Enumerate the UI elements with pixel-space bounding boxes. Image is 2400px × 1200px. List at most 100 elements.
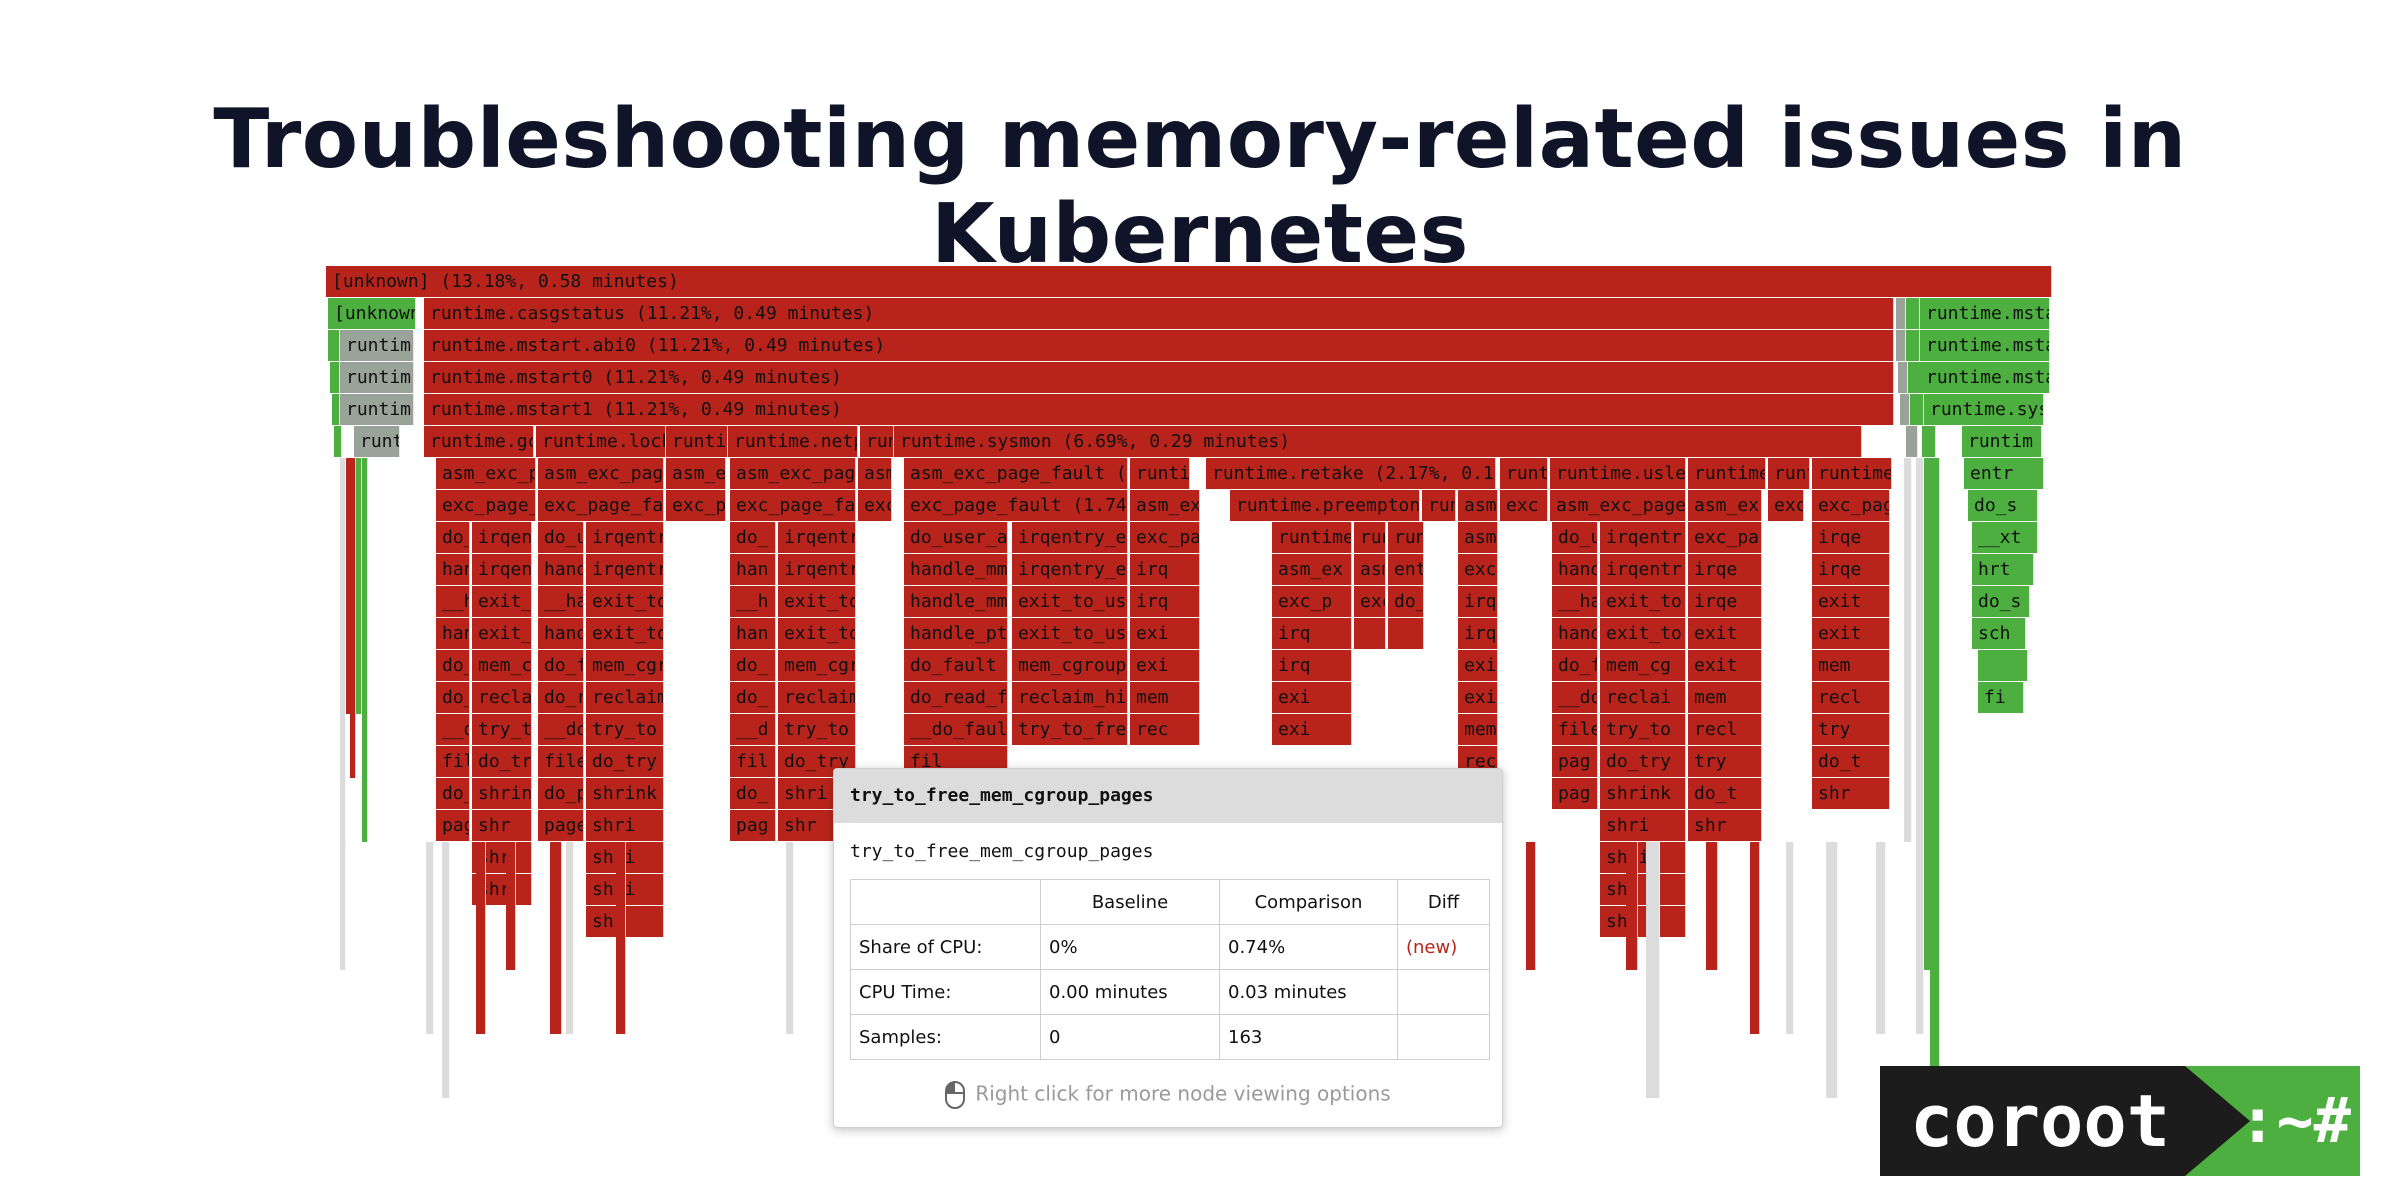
flame-frame-usleep[interactable]: runtime.usle [1550,458,1686,489]
flame-frame-mstart0[interactable]: runtime.mstart0 (11.21%, 0.49 minutes) [424,362,1894,393]
flame-frame[interactable]: shrink [472,778,532,809]
flame-frame[interactable]: do_ [730,522,776,553]
flame-frame[interactable]: fil [436,746,470,777]
flame-frame-exc-page-fa[interactable]: exc_page_fa [538,490,664,521]
flame-frame[interactable]: exit_to [586,618,664,649]
flame-frame[interactable]: shr [1600,874,1686,905]
flame-frame[interactable] [350,458,356,778]
flame-frame-entr[interactable]: entr [1964,458,2044,489]
flame-frame[interactable]: runti [1388,522,1424,553]
flame-frame-exc[interactable]: exc [1500,490,1548,521]
flame-frame[interactable]: asm_e [1458,522,1498,553]
flame-frame[interactable]: do_ [436,778,470,809]
flame-frame[interactable]: mem_cg [472,650,532,681]
flame-frame[interactable]: exc_p [1272,586,1352,617]
flame-frame[interactable] [1906,330,1920,361]
flame-frame[interactable]: han [730,554,776,585]
flame-frame[interactable]: exit_to [1600,586,1686,617]
flame-frame[interactable]: exi [1458,682,1498,713]
flame-frame-exc-page-fa3[interactable]: exc_page_fa [1812,490,1890,521]
flame-frame-runtime-r1[interactable]: runtime [1688,458,1766,489]
flame-frame[interactable]: __d [436,714,470,745]
flame-frame[interactable] [1906,426,1918,457]
flame-frame[interactable]: do_t [1812,746,1890,777]
flame-frame[interactable]: exit [1688,618,1762,649]
flame-frame[interactable]: runtime [1272,522,1352,553]
flame-frame[interactable]: do_try [472,746,532,777]
flame-frame-gc[interactable]: runtime.gc [424,426,534,457]
flame-frame[interactable]: irqentry [778,554,856,585]
flame-frame[interactable]: exit_to [586,586,664,617]
flame-frame[interactable] [1930,458,1940,1098]
flame-frame[interactable] [506,842,516,970]
flame-frame-runt-r2[interactable]: runt [1768,458,1810,489]
flame-frame[interactable]: mem [1688,682,1762,713]
flame-frame[interactable]: hand [538,618,584,649]
flame-frame[interactable]: exi [1272,682,1352,713]
flame-frame[interactable]: irqent [472,522,532,553]
flame-frame[interactable]: do_us [1552,522,1598,553]
flame-frame[interactable]: asm_ex [1272,554,1352,585]
flame-frame[interactable]: irqentr [586,554,664,585]
flame-frame[interactable] [330,362,340,393]
flame-frame[interactable]: try_to [1600,714,1686,745]
flame-frame[interactable] [356,458,362,714]
flame-frame[interactable]: exc [1354,586,1386,617]
flame-frame-exc-p[interactable]: exc_p [666,490,726,521]
flame-frame[interactable]: page [538,810,584,841]
flame-frame[interactable]: exi [1272,714,1352,745]
flame-frame-root[interactable]: [unknown] (13.18%, 0.58 minutes) [326,266,2052,297]
flame-frame[interactable]: do_ [730,650,776,681]
flame-frame[interactable]: mem_cgr [586,650,664,681]
flame-frame[interactable] [1978,650,2028,681]
flame-frame[interactable]: try_to_free [1012,714,1128,745]
flame-frame-runtim[interactable]: runtim [340,394,414,425]
flame-frame[interactable]: exit_to [1600,618,1686,649]
flame-frame-runtim[interactable]: runtim [340,362,414,393]
flame-frame[interactable]: __do [538,714,584,745]
flame-frame[interactable]: irq [1272,618,1352,649]
flame-frame[interactable]: try_to [778,714,856,745]
flame-frame[interactable]: reclai [1600,682,1686,713]
flame-frame[interactable]: __d [730,714,776,745]
flame-frame[interactable] [1876,842,1886,1034]
flame-frame[interactable]: shri [1600,842,1686,873]
flame-frame[interactable]: handle_mm_ [904,554,1008,585]
flame-frame[interactable]: hand [436,618,470,649]
flame-frame-runtim[interactable]: runtim [340,330,414,361]
flame-frame[interactable]: exc_pa [1688,522,1762,553]
flame-frame[interactable] [1786,842,1794,1034]
flame-frame[interactable]: do_f [538,650,584,681]
flame-frame-run[interactable]: run [860,426,894,457]
flame-frame[interactable]: asm [1354,554,1386,585]
flame-frame[interactable]: exit [1812,618,1890,649]
flame-frame[interactable]: exi [1458,650,1498,681]
flame-frame[interactable]: irq [1272,650,1352,681]
flame-frame[interactable]: do_r [538,682,584,713]
flame-frame[interactable] [332,394,340,425]
flame-frame[interactable] [1916,458,1924,1034]
flame-frame[interactable]: recl [1812,682,1890,713]
flame-frame[interactable]: mem_cgroup_ [1012,650,1128,681]
flame-frame[interactable]: irq [1458,618,1498,649]
flame-frame[interactable]: file [1552,714,1598,745]
flame-frame[interactable]: ent [1388,554,1424,585]
flame-frame[interactable]: __do [1552,682,1598,713]
flame-frame[interactable]: mem_cgr [778,650,856,681]
flame-frame[interactable]: hrt [1972,554,2034,585]
flame-frame-netp[interactable]: runtime.netp [728,426,858,457]
flame-frame-sysmon[interactable]: runtime.sysmon (6.69%, 0.29 minutes) [894,426,1862,457]
flame-frame[interactable]: irqentr [1600,554,1686,585]
flame-frame[interactable] [476,842,486,1034]
flame-frame[interactable]: do_read_fa [904,682,1008,713]
flame-frame-unknown-left[interactable]: [unknown [328,298,416,329]
flame-frame-asm-ex[interactable]: asm_ex [1688,490,1762,521]
flame-frame-mstart1[interactable]: runtime.mstart1 (11.21%, 0.49 minutes) [424,394,1894,425]
flame-frame[interactable]: hand [436,554,470,585]
flame-frame[interactable]: handle_pte [904,618,1008,649]
flame-frame[interactable]: hand [1552,554,1598,585]
flame-frame[interactable]: do_try [1600,746,1686,777]
flame-frame[interactable] [786,842,794,1034]
flame-frame[interactable]: shr [1600,906,1686,937]
flame-frame[interactable]: reclaim [586,682,664,713]
